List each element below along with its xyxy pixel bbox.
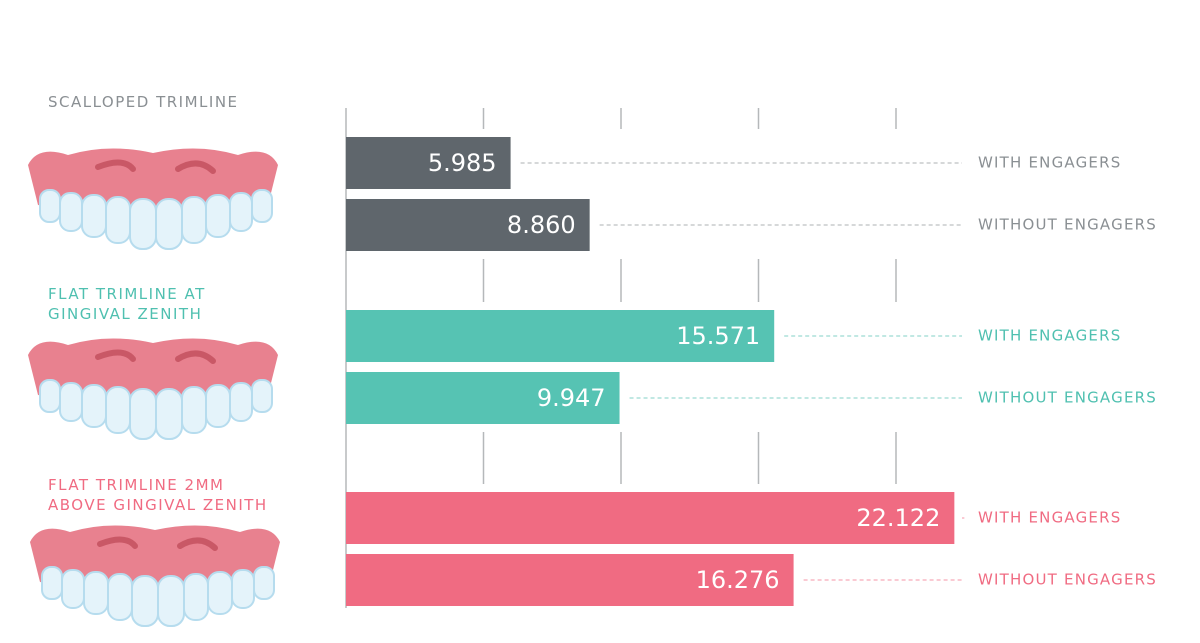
illustration xyxy=(28,148,278,249)
bar xyxy=(346,492,955,544)
bar xyxy=(346,310,775,362)
category-label: WITH ENGAGERS xyxy=(978,327,1121,345)
group-label: SCALLOPED TRIMLINE xyxy=(48,93,239,111)
value-label: 9.947 xyxy=(537,384,606,412)
category-label: WITHOUT ENGAGERS xyxy=(978,571,1157,589)
category-label: WITH ENGAGERS xyxy=(978,509,1121,527)
illustration xyxy=(28,338,278,439)
bar xyxy=(346,372,620,424)
group-label: FLAT TRIMLINE 2MM ABOVE GINGIVAL ZENITH xyxy=(48,476,268,514)
category-label: WITHOUT ENGAGERS xyxy=(978,389,1157,407)
value-label: 8.860 xyxy=(507,211,576,239)
bar xyxy=(346,199,590,251)
category-label: WITHOUT ENGAGERS xyxy=(978,216,1157,234)
value-label: 16.276 xyxy=(696,566,780,594)
bar xyxy=(346,137,511,189)
value-label: 22.122 xyxy=(856,504,940,532)
bar xyxy=(346,554,794,606)
illustration xyxy=(30,525,280,626)
value-label: 5.985 xyxy=(428,149,497,177)
value-label: 15.571 xyxy=(676,322,760,350)
group-label: FLAT TRIMLINE AT GINGIVAL ZENITH xyxy=(48,285,206,323)
category-label: WITH ENGAGERS xyxy=(978,154,1121,172)
